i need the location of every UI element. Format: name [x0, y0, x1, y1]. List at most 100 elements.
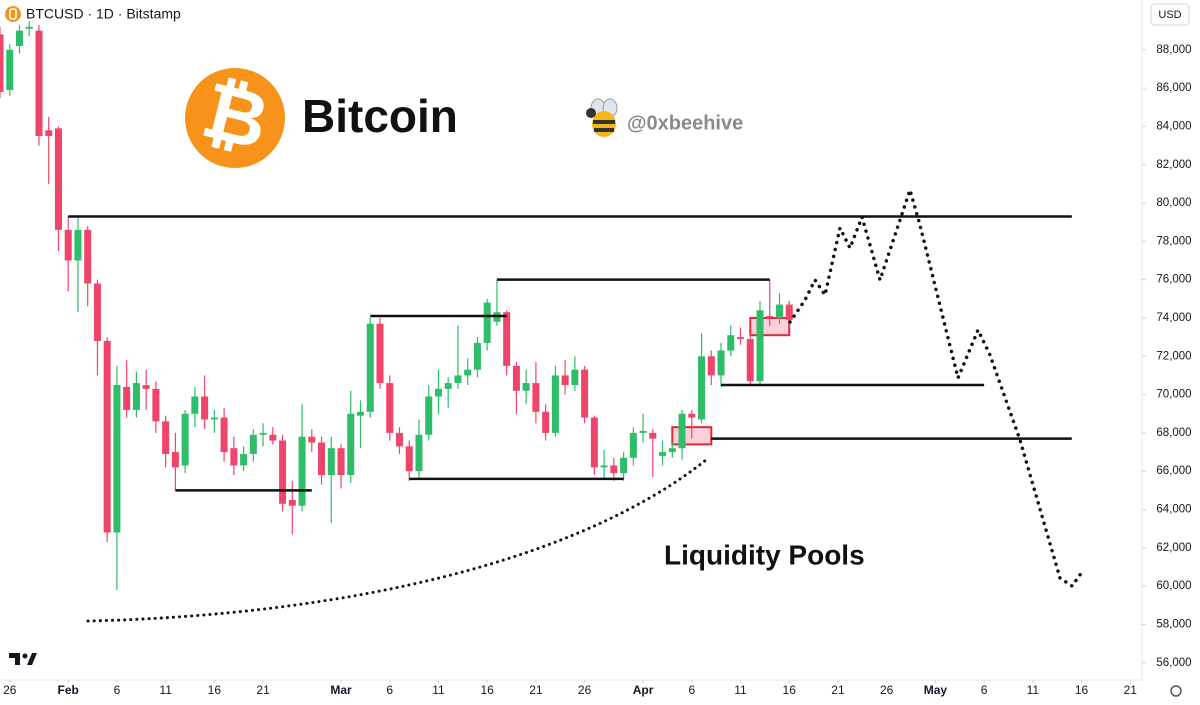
- y-tick-label: 88,000: [1156, 44, 1191, 56]
- candle-body: [123, 386, 131, 410]
- candle-body: [279, 440, 287, 504]
- candle-body: [620, 457, 628, 474]
- x-tick-label: 6: [386, 683, 393, 697]
- bitcoin-logo: [185, 68, 285, 168]
- y-tick-label: 68,000: [1156, 427, 1191, 439]
- candle-body: [688, 413, 696, 418]
- y-tick-label: 84,000: [1156, 120, 1191, 132]
- x-tick-label: 11: [734, 683, 747, 697]
- candle-body: [678, 413, 686, 449]
- candle-body: [142, 385, 150, 389]
- candle-body: [191, 396, 199, 414]
- candle-body: [240, 453, 248, 466]
- x-tick-label: 26: [880, 683, 894, 697]
- y-tick-label: 86,000: [1156, 82, 1191, 94]
- y-tick-label: 58,000: [1156, 618, 1191, 630]
- candle-body: [571, 369, 579, 386]
- y-tick-label: 76,000: [1156, 274, 1191, 286]
- candle-body: [308, 436, 316, 443]
- candle-body: [386, 383, 394, 433]
- candle-body: [6, 49, 14, 91]
- plot: [0, 21, 1072, 590]
- candle-body: [347, 413, 355, 476]
- candle-body: [464, 369, 472, 376]
- header-icon: [5, 6, 21, 22]
- candle-body: [210, 417, 218, 420]
- y-tick-label: 70,000: [1156, 389, 1191, 401]
- candle-body: [600, 465, 608, 468]
- author: @0xbeehive: [627, 112, 743, 134]
- y-tick-label: 78,000: [1156, 235, 1191, 247]
- x-tick-label: 6: [981, 683, 988, 697]
- candle-body: [249, 434, 257, 454]
- x-tick-label: 16: [1075, 683, 1089, 697]
- title: Bitcoin: [302, 90, 458, 142]
- x-tick-label: 26: [578, 683, 592, 697]
- candle-body: [590, 417, 598, 468]
- candle-body: [35, 30, 43, 136]
- x-tick-label: 11: [432, 683, 445, 697]
- candle-body: [103, 340, 111, 533]
- candle-body: [298, 436, 306, 506]
- candle-body: [220, 417, 228, 453]
- candle-body: [737, 337, 745, 340]
- x-tick-label: Mar: [330, 683, 352, 697]
- y-tick-label: 66,000: [1156, 465, 1191, 477]
- x-tick-label: 21: [529, 683, 543, 697]
- candle-body: [162, 421, 170, 454]
- currency-label: USD: [1158, 9, 1181, 21]
- currency-button[interactable]: [1150, 3, 1190, 26]
- y-tick-label: 56,000: [1156, 657, 1191, 669]
- x-tick-label: 11: [1027, 683, 1040, 697]
- candle-body: [152, 388, 160, 422]
- candle-body: [288, 499, 296, 506]
- candle-body: [503, 312, 511, 366]
- y-tick-label: 72,000: [1156, 350, 1191, 362]
- candle-body: [230, 448, 238, 466]
- candle-body: [561, 375, 569, 386]
- candle-body: [376, 323, 384, 384]
- x-tick-label: Apr: [633, 683, 654, 697]
- candle-body: [756, 310, 764, 382]
- x-tick-label: 26: [3, 683, 17, 697]
- candle-body: [425, 396, 433, 435]
- candle-body: [337, 448, 345, 476]
- candle-body: [84, 229, 92, 284]
- candle-body: [259, 432, 267, 435]
- annotation: Liquidity Pools: [664, 539, 865, 570]
- candle-body: [522, 383, 530, 391]
- liquidity-curve: [86, 458, 708, 623]
- candle-body: [542, 411, 550, 433]
- candle-body: [483, 302, 491, 343]
- x-tick-label: 21: [831, 683, 845, 697]
- candle-body: [512, 365, 520, 391]
- x-tick-label: 6: [114, 683, 121, 697]
- x-tick-label: 11: [159, 683, 172, 697]
- candle-body: [746, 339, 754, 382]
- y-tick-label: 80,000: [1156, 197, 1191, 209]
- settings-button[interactable]: [1170, 685, 1182, 697]
- x-tick-label: 21: [1124, 683, 1138, 697]
- candle-body: [366, 323, 374, 412]
- candle-body: [551, 375, 559, 433]
- candle-body: [64, 229, 72, 261]
- candle-body: [707, 356, 715, 376]
- candle-body: [649, 432, 657, 439]
- candle-body: [454, 375, 462, 384]
- candle-body: [415, 434, 423, 472]
- candle-body: [395, 432, 403, 447]
- candle-body: [473, 342, 481, 370]
- candle-body: [269, 434, 277, 441]
- candle-body: [775, 304, 783, 318]
- bee-icon: [586, 98, 618, 137]
- candle-body: [581, 369, 589, 418]
- tradingview-logo: [9, 653, 37, 665]
- candle-body: [181, 413, 189, 466]
- header-icon-glyph: [9, 8, 17, 20]
- candle-body: [357, 411, 365, 416]
- header-title: BTCUSD · 1D · Bitstamp: [26, 6, 181, 22]
- x-tick-label: 6: [688, 683, 695, 697]
- candle-body: [717, 350, 725, 376]
- candle-body: [659, 452, 667, 456]
